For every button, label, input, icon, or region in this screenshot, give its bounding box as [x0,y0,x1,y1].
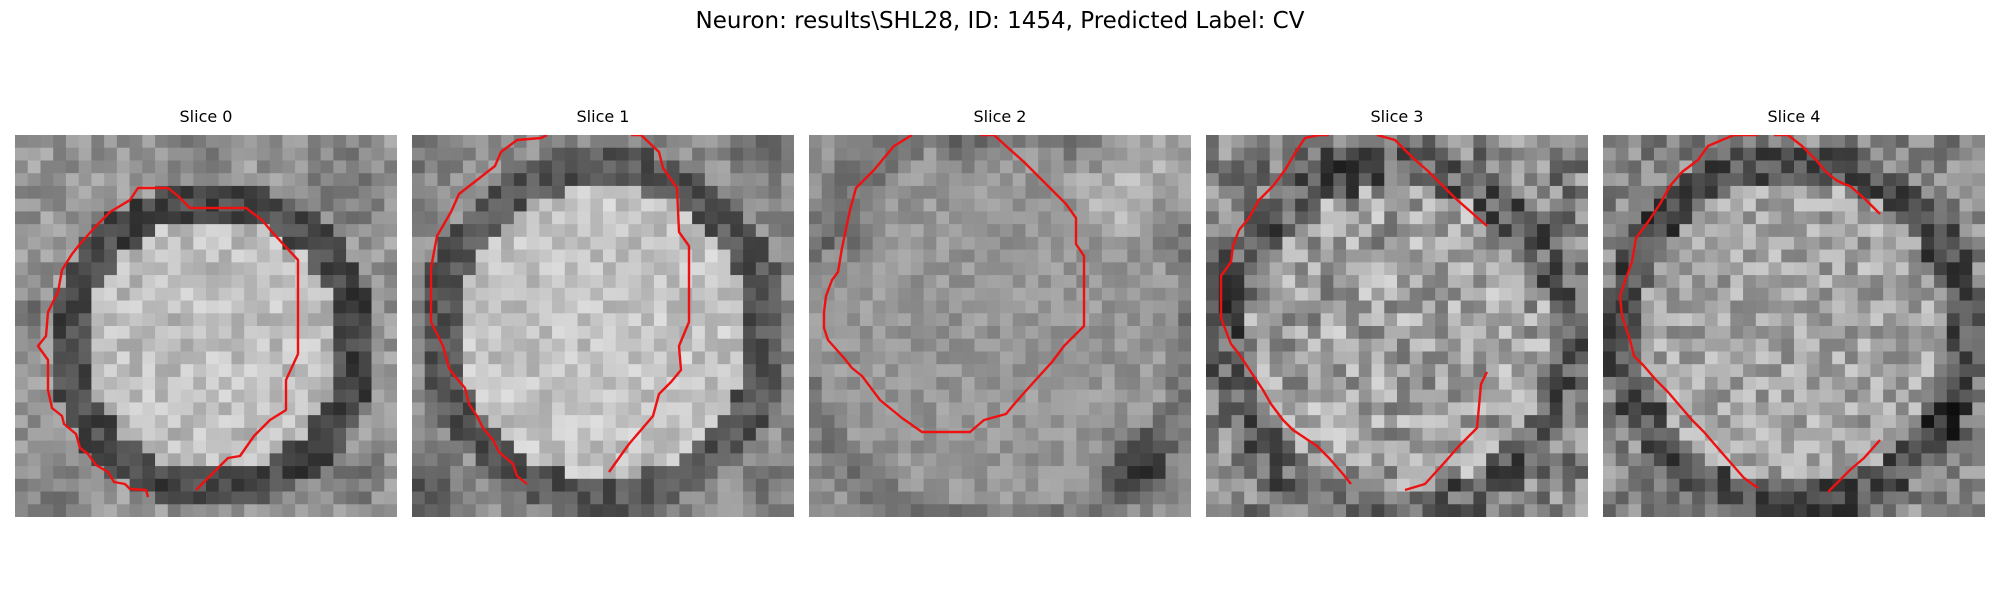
figure-title: Neuron: results\SHL28, ID: 1454, Predict… [695,8,1305,34]
contour-line [1827,439,1881,493]
slice-title: Slice 1 [576,107,630,126]
contour-line [1376,135,1488,227]
slice-title: Slice 3 [1370,107,1424,126]
contour-line [429,135,548,485]
slice-panel-4: Slice 4 [1603,107,1985,517]
slice-panel-3: Slice 3 [1206,107,1588,517]
pixel-texture [412,135,794,517]
slice-title: Slice 2 [973,107,1027,126]
slice-panel-2: Slice 2 [809,107,1191,517]
pixel-texture [1603,135,1985,517]
slice-image [15,135,397,517]
contour-line [608,135,691,473]
contour-line [1774,135,1881,215]
slice-panel-0: Slice 0 [15,107,397,517]
pixel-texture [15,135,397,517]
slice-image [1603,135,1985,517]
pixel-texture [1206,135,1588,517]
slice-image [1206,135,1588,517]
contour-line [1219,135,1352,485]
slice-image [809,135,1191,517]
contour-line [1618,135,1759,489]
pixel-texture [809,135,1191,517]
slice-panel-1: Slice 1 [412,107,794,517]
slice-title: Slice 0 [179,107,233,126]
slice-title: Slice 4 [1767,107,1821,126]
slice-image [412,135,794,517]
contour-line [1404,371,1489,492]
contour-line [36,186,300,498]
contour-line [822,135,1086,434]
